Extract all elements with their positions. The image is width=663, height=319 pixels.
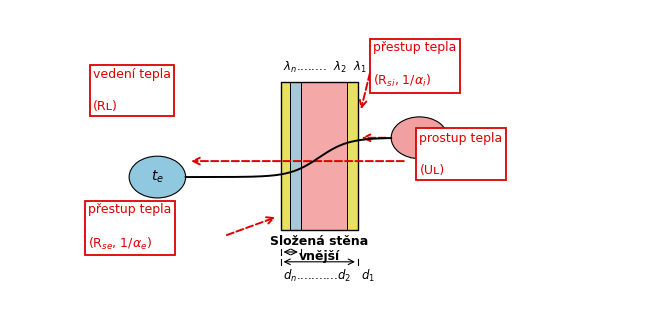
Ellipse shape bbox=[129, 156, 186, 198]
Bar bbox=[301, 83, 347, 230]
Text: $d_n$...........$d_2$   $d_1$: $d_n$...........$d_2$ $d_1$ bbox=[283, 268, 375, 284]
Text: $t_i$: $t_i$ bbox=[414, 130, 424, 146]
Ellipse shape bbox=[391, 117, 448, 159]
Text: Složená stěna
vnější: Složená stěna vnější bbox=[270, 235, 369, 263]
Bar bbox=[347, 83, 358, 230]
Text: $\lambda_n$........  $\lambda_2$  $\lambda_1$: $\lambda_n$........ $\lambda_2$ $\lambda… bbox=[283, 60, 367, 75]
Text: prostup tepla

(Uʟ): prostup tepla (Uʟ) bbox=[420, 132, 503, 177]
Text: $t_e$: $t_e$ bbox=[151, 169, 164, 185]
Bar bbox=[280, 83, 358, 230]
Text: přestup tepla

(R$_{si}$, 1/$\alpha_i$): přestup tepla (R$_{si}$, 1/$\alpha_i$) bbox=[373, 41, 457, 89]
Text: přestup tepla

(R$_{se}$, 1/$\alpha_e$): přestup tepla (R$_{se}$, 1/$\alpha_e$) bbox=[88, 203, 172, 252]
Text: vedení tepla

(Rʟ): vedení tepla (Rʟ) bbox=[93, 68, 171, 113]
Bar bbox=[290, 83, 301, 230]
Bar bbox=[280, 83, 290, 230]
